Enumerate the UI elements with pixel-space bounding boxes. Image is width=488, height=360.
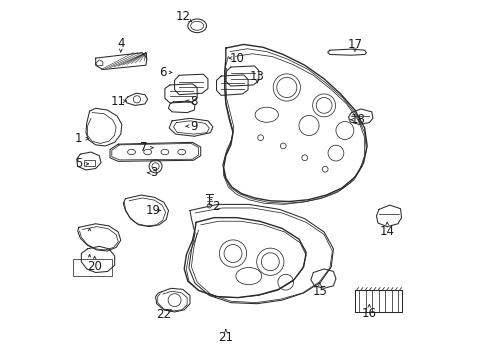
Bar [73,259,112,276]
Text: 19: 19 [145,204,160,217]
Text: 4: 4 [117,37,124,50]
Bar [83,160,94,166]
Text: 11: 11 [111,95,125,108]
Text: 6: 6 [159,66,166,79]
Text: 7: 7 [140,141,147,154]
Text: 5: 5 [75,157,82,170]
Text: 22: 22 [156,308,171,321]
Text: 20: 20 [87,260,102,273]
Text: 12: 12 [176,10,191,23]
Text: 14: 14 [379,225,394,238]
Text: 10: 10 [229,51,244,64]
Text: 15: 15 [312,285,326,298]
Text: 18: 18 [350,113,365,126]
Text: 3: 3 [150,166,158,179]
Text: 16: 16 [361,307,376,320]
Text: 17: 17 [347,38,362,51]
Text: 13: 13 [249,69,264,82]
Text: 1: 1 [75,132,82,145]
Text: 9: 9 [189,120,197,133]
Text: 21: 21 [218,330,233,343]
Text: 2: 2 [212,201,219,213]
Text: 8: 8 [189,95,197,108]
